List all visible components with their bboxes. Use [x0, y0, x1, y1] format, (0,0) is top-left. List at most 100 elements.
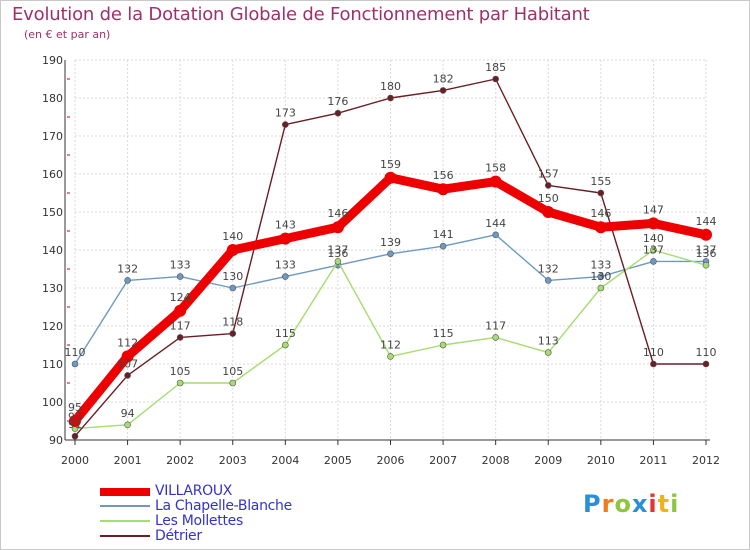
- data-point-la-chapelle-blanche: [282, 273, 289, 280]
- y-tick-label: 170: [42, 130, 63, 143]
- logo-letter: t: [657, 490, 671, 518]
- data-point-detrier: [124, 372, 131, 379]
- y-tick-label: 140: [42, 244, 63, 257]
- data-point-la-chapelle-blanche: [124, 277, 131, 284]
- x-tick-label: 2002: [166, 454, 194, 467]
- data-point-detrier: [492, 75, 499, 83]
- legend-swatch-la-chapelle-blanche: [100, 505, 150, 507]
- data-point-detrier: [702, 360, 710, 368]
- data-point-la-chapelle-blanche: [650, 258, 657, 265]
- data-label-detrier: 176: [327, 95, 348, 108]
- logo-letter: o: [614, 490, 632, 518]
- data-point-les-mollettes: [492, 334, 499, 341]
- x-tick-label: 2009: [534, 454, 562, 467]
- data-point-detrier: [71, 432, 79, 440]
- data-point-villaroux: [121, 350, 134, 363]
- data-label-detrier: 182: [433, 72, 454, 85]
- data-point-la-chapelle-blanche: [439, 242, 447, 250]
- data-point-detrier: [544, 182, 552, 189]
- data-point-la-chapelle-blanche: [229, 284, 237, 292]
- data-label-villaroux: 156: [433, 169, 454, 182]
- data-label-la-chapelle-blanche: 139: [380, 236, 401, 249]
- data-point-les-mollettes: [229, 379, 237, 387]
- legend-label-la-chapelle-blanche: La Chapelle-Blanche: [155, 498, 292, 514]
- data-label-villaroux: 112: [117, 336, 138, 349]
- data-point-detrier: [439, 87, 447, 94]
- x-tick-label: 2003: [219, 454, 247, 467]
- x-tick-label: 2004: [271, 454, 299, 467]
- data-label-detrier: 185: [485, 61, 506, 74]
- legend-item-la-chapelle-blanche: La Chapelle-Blanche: [100, 498, 360, 514]
- data-label-les-mollettes: 117: [485, 319, 506, 332]
- data-point-la-chapelle-blanche: [71, 360, 79, 368]
- data-label-detrier: 180: [380, 80, 401, 93]
- data-point-detrier: [282, 121, 289, 128]
- y-tick-label: 100: [42, 396, 63, 409]
- x-tick-label: 2001: [114, 454, 142, 467]
- data-point-les-mollettes: [387, 353, 394, 360]
- data-point-les-mollettes: [702, 261, 710, 269]
- data-label-detrier: 157: [538, 167, 559, 180]
- data-label-villaroux: 144: [696, 215, 717, 228]
- data-label-la-chapelle-blanche: 110: [65, 346, 86, 359]
- data-point-les-mollettes: [124, 421, 131, 429]
- data-point-detrier: [650, 360, 657, 368]
- data-point-villaroux: [647, 217, 660, 230]
- data-label-les-mollettes: 115: [433, 327, 454, 340]
- data-label-la-chapelle-blanche: 132: [117, 262, 138, 275]
- data-label-les-mollettes: 105: [222, 365, 243, 378]
- data-label-villaroux: 146: [590, 207, 611, 220]
- data-label-la-chapelle-blanche: 130: [222, 270, 243, 283]
- data-point-les-mollettes: [650, 246, 657, 254]
- data-point-les-mollettes: [176, 379, 184, 387]
- x-tick-label: 2011: [639, 454, 667, 467]
- data-point-villaroux: [384, 171, 397, 184]
- data-point-villaroux: [542, 206, 555, 218]
- data-label-les-mollettes: 137: [327, 243, 348, 256]
- data-point-les-mollettes: [334, 258, 342, 265]
- x-tick-label: 2012: [692, 454, 720, 467]
- legend-label-villaroux: VILLAROUX: [155, 483, 233, 499]
- grid-lines: [74, 59, 707, 441]
- legend-swatch-villaroux: [100, 488, 150, 496]
- data-point-villaroux: [69, 415, 81, 427]
- data-label-villaroux: 124: [170, 291, 191, 304]
- data-point-villaroux: [279, 232, 292, 245]
- data-point-villaroux: [226, 244, 239, 256]
- data-point-detrier: [176, 334, 184, 341]
- data-label-la-chapelle-blanche: 133: [170, 259, 191, 272]
- data-label-les-mollettes: 136: [696, 247, 717, 260]
- data-label-detrier: 110: [643, 346, 664, 359]
- y-tick-label: 180: [42, 92, 63, 105]
- data-point-les-mollettes: [544, 349, 552, 356]
- data-point-la-chapelle-blanche: [492, 231, 499, 239]
- data-point-detrier: [597, 189, 605, 197]
- data-label-detrier: 118: [222, 316, 243, 329]
- x-tick-label: 2006: [377, 454, 405, 467]
- data-label-detrier: 173: [275, 107, 296, 120]
- series-lines: [69, 75, 712, 440]
- proxiti-logo: Proxiti: [583, 490, 679, 518]
- data-point-les-mollettes: [597, 284, 605, 292]
- data-label-la-chapelle-blanche: 136: [327, 247, 348, 260]
- data-point-les-mollettes: [282, 341, 289, 349]
- data-point-detrier: [229, 330, 237, 337]
- data-point-villaroux: [594, 221, 607, 234]
- data-label-les-mollettes: 115: [275, 327, 296, 340]
- data-label-la-chapelle-blanche: 137: [696, 243, 717, 256]
- legend-swatch-detrier: [100, 535, 150, 537]
- data-label-detrier: 117: [170, 319, 191, 332]
- y-tick-label: 150: [42, 206, 63, 219]
- data-point-villaroux: [331, 221, 344, 234]
- data-point-les-mollettes: [439, 341, 447, 349]
- logo-letter: P: [583, 490, 602, 518]
- y-tick-label: 90: [49, 434, 63, 447]
- chart-title: Evolution de la Dotation Globale de Fonc…: [12, 4, 590, 25]
- data-label-villaroux: 146: [327, 207, 348, 220]
- data-label-detrier: 155: [590, 175, 611, 188]
- data-point-villaroux: [700, 228, 712, 241]
- data-point-detrier: [387, 94, 394, 102]
- x-tick-label: 2005: [324, 454, 352, 467]
